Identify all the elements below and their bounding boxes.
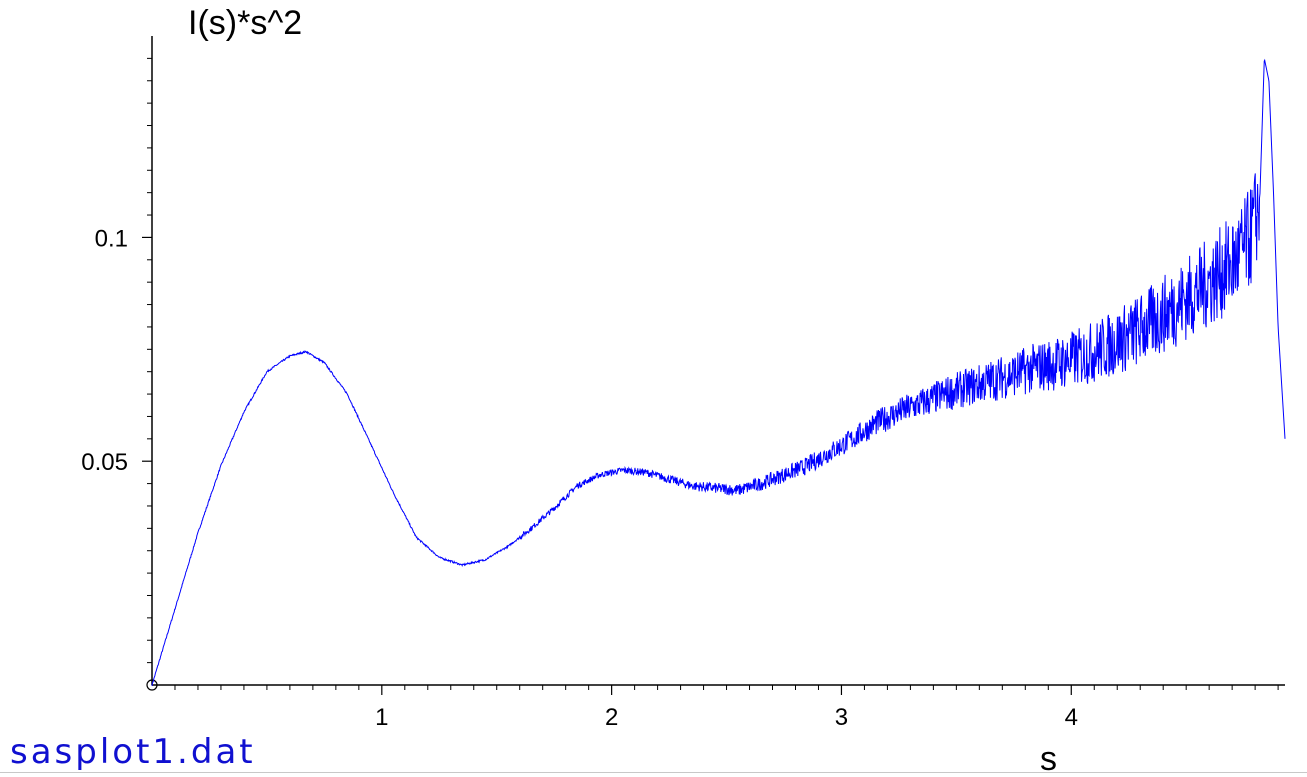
y-tick-label: 0.1 [95,225,128,252]
y-tick-label: 0.05 [81,449,128,476]
series-line [151,58,1286,686]
major-ticks [142,236,1072,695]
bottom-divider [0,772,1307,773]
file-name-label: sasplot1.dat [10,732,256,772]
minor-ticks [147,57,1279,690]
x-tick-label: 3 [835,704,848,731]
series-layer [151,58,1286,686]
x-tick-label: 4 [1065,704,1078,731]
tick-labels: 1 2 3 4 0.05 0.1 [81,225,1078,731]
x-tick-label: 2 [605,704,618,731]
x-axis-label: s [1040,740,1057,777]
y-axis-label: I(s)*s^2 [188,4,302,42]
x-tick-label: 1 [375,704,388,731]
origin-marker [146,679,158,691]
